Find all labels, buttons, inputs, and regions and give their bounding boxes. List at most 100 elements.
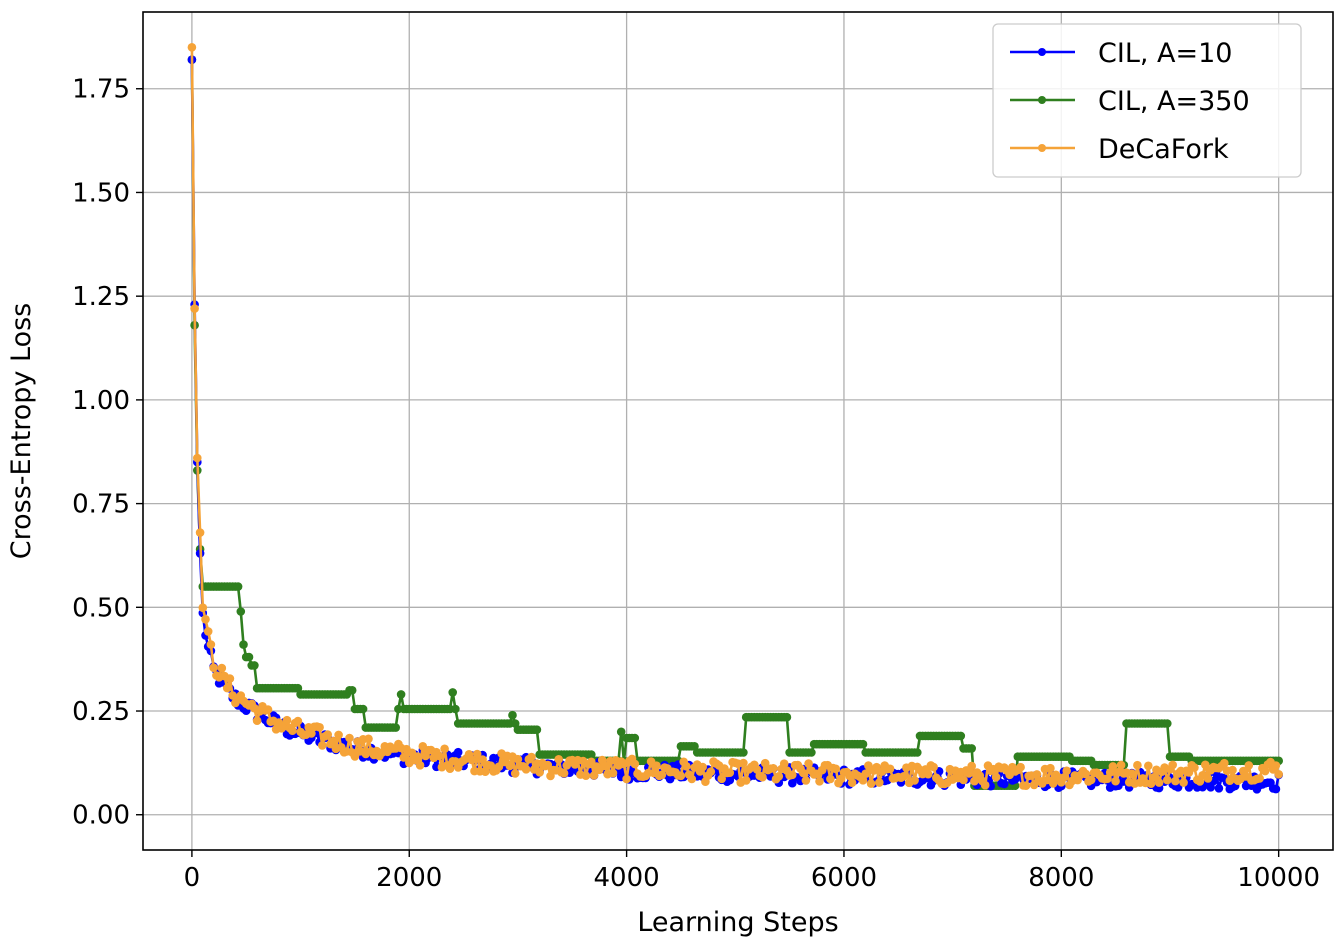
y-tick-label: 1.00 [72, 386, 130, 416]
data-point [253, 716, 262, 725]
data-point [807, 748, 816, 757]
data-point [234, 582, 243, 591]
data-point [1272, 785, 1281, 794]
data-point [209, 663, 218, 672]
y-tick-label: 0.50 [72, 593, 130, 623]
data-point [315, 723, 324, 732]
data-point [815, 777, 824, 786]
data-point [1062, 767, 1071, 776]
data-point [783, 713, 792, 722]
data-point [511, 769, 520, 778]
y-tick-label: 0.00 [72, 801, 130, 831]
data-point [506, 762, 515, 771]
data-point [742, 776, 751, 785]
data-point [1000, 780, 1009, 789]
data-point [413, 752, 422, 761]
data-point [554, 755, 563, 764]
data-point [294, 717, 303, 726]
data-point [218, 664, 227, 673]
data-point [1016, 763, 1025, 772]
data-point [1133, 761, 1142, 770]
data-point [924, 770, 933, 779]
data-point [190, 304, 199, 313]
x-tick-label: 0 [184, 863, 201, 893]
data-point [707, 767, 716, 776]
data-point [237, 607, 246, 616]
data-point [1272, 761, 1281, 770]
y-axis-label: Cross-Entropy Loss [6, 303, 37, 559]
data-point [1163, 776, 1172, 785]
data-point [435, 752, 444, 761]
data-point [875, 778, 884, 787]
data-point [1022, 781, 1031, 790]
data-point [1117, 761, 1126, 770]
data-point [334, 731, 343, 740]
data-point [508, 711, 517, 720]
data-point [245, 653, 254, 662]
data-point [802, 776, 811, 785]
data-point [1046, 764, 1055, 773]
data-point [226, 674, 235, 683]
data-point [193, 454, 202, 463]
data-point [1228, 766, 1237, 775]
data-point [416, 761, 425, 770]
data-point [1190, 763, 1199, 772]
data-point [1204, 774, 1213, 783]
data-point [1245, 761, 1254, 770]
data-point [957, 732, 966, 741]
data-point [739, 748, 748, 757]
data-point [758, 773, 767, 782]
x-tick-label: 8000 [1028, 863, 1094, 893]
data-point [196, 528, 205, 537]
y-tick-label: 1.25 [72, 282, 130, 312]
data-point [1274, 770, 1283, 779]
data-point [867, 779, 876, 788]
data-point [1171, 777, 1180, 786]
data-point [1163, 719, 1172, 728]
data-point [283, 716, 292, 725]
data-point [250, 661, 259, 670]
legend-marker-cil-a10 [1038, 48, 1046, 56]
data-point [1220, 759, 1229, 768]
data-point [688, 775, 697, 784]
data-point [832, 765, 841, 774]
data-point [1255, 774, 1264, 783]
data-point [726, 768, 735, 777]
data-point [201, 615, 210, 624]
data-point [318, 741, 327, 750]
data-point [622, 775, 631, 784]
legend: CIL, A=10 CIL, A=350 DeCaFork [993, 24, 1301, 177]
data-point [799, 769, 808, 778]
data-point [910, 776, 919, 785]
data-point [1155, 778, 1164, 787]
data-point [345, 734, 354, 743]
data-point [223, 684, 232, 693]
data-point [913, 748, 922, 757]
data-point [448, 688, 457, 697]
x-tick-label: 6000 [811, 863, 877, 893]
data-point [446, 764, 455, 773]
legend-label-decafork: DeCaFork [1098, 134, 1229, 165]
data-point [861, 769, 870, 778]
data-point [848, 778, 857, 787]
data-point [677, 772, 686, 781]
data-point [959, 776, 968, 785]
data-point [288, 726, 297, 735]
x-axis-label: Learning Steps [637, 907, 838, 938]
data-point [207, 640, 216, 649]
data-point [1215, 784, 1224, 793]
legend-marker-cil-a350 [1038, 96, 1046, 104]
data-point [199, 603, 208, 612]
data-point [1144, 762, 1153, 771]
data-point [533, 725, 542, 734]
data-point [397, 690, 406, 699]
data-point [440, 745, 449, 754]
data-point [609, 769, 618, 778]
data-point [775, 772, 784, 781]
data-point [967, 744, 976, 753]
data-point [1179, 778, 1188, 787]
x-tick-label: 2000 [376, 863, 442, 893]
data-point [929, 763, 938, 772]
data-point [359, 705, 368, 714]
data-point [652, 761, 661, 770]
